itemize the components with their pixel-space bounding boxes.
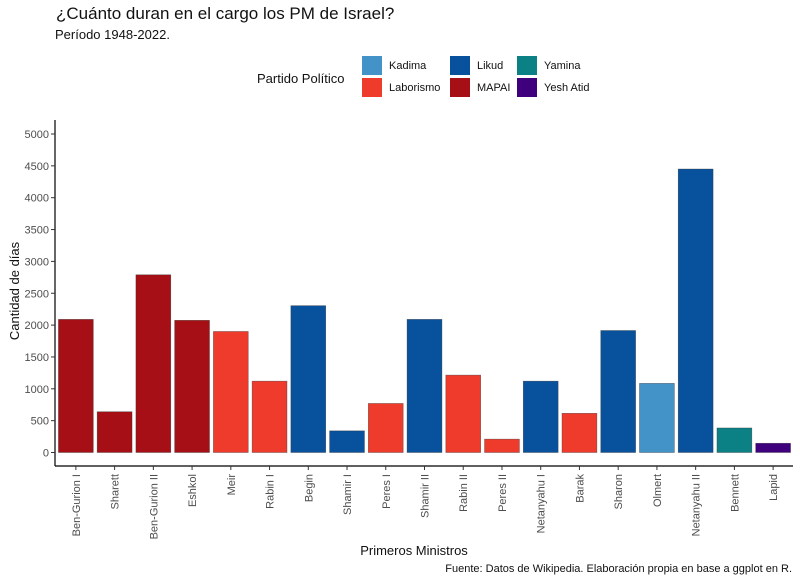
bar-ben-gurion-i: [58, 319, 94, 453]
x-tick-label: Rabin I: [265, 474, 277, 509]
bar-sharon: [600, 330, 636, 453]
legend-item-yamina: Yamina: [517, 56, 580, 75]
x-tick-label: Sharon: [613, 474, 625, 509]
legend-swatch: [517, 78, 537, 97]
bar-eshkol: [174, 320, 210, 453]
chart-caption: Fuente: Datos de Wikipedia. Elaboración …: [445, 563, 792, 575]
legend-swatch: [450, 56, 470, 75]
x-tick-label: Olmert: [652, 474, 664, 507]
bar-ben-gurion-ii: [135, 274, 172, 453]
x-tick-label: Peres I: [381, 474, 393, 509]
legend-item-kadima: Kadima: [362, 56, 426, 75]
bar-peres-ii: [484, 438, 520, 453]
legend-swatch: [517, 56, 537, 75]
legend-item-yesh-atid: Yesh Atid: [517, 78, 589, 97]
x-tick-label: Barak: [574, 474, 586, 503]
y-axis-title: Cantidad de días: [7, 241, 22, 340]
bar-meir: [213, 331, 249, 453]
bar-rabin-ii: [445, 374, 481, 453]
x-tick-label: Netanyahu I: [536, 474, 548, 533]
bar-netanyahu-ii: [677, 168, 714, 453]
legend-label: Kadima: [389, 59, 427, 72]
bar-peres-i: [368, 403, 404, 453]
x-tick-label: Sharett: [110, 474, 122, 509]
y-tick-label: 5000: [25, 129, 49, 141]
legend-label: Likud: [477, 59, 504, 72]
bar-rabin-i: [251, 380, 288, 453]
legend-item-likud: Likud: [450, 56, 503, 75]
chart-title: ¿Cuánto duran en el cargo los PM de Isra…: [56, 4, 395, 23]
y-tick-label: 3000: [25, 256, 49, 268]
x-tick-label: Netanyahu II: [691, 474, 703, 536]
legend-label: Yamina: [544, 59, 581, 72]
x-tick-label: Bennett: [729, 474, 741, 512]
y-tick-label: 500: [31, 416, 49, 428]
bar-lapid: [755, 442, 791, 453]
legend-swatch: [450, 78, 470, 97]
bar-sharett: [96, 411, 133, 453]
legend-label: MAPAI: [477, 81, 511, 94]
y-tick-label: 2500: [25, 288, 49, 300]
bar-shamir-i: [329, 430, 365, 453]
bar-shamir-ii: [406, 319, 443, 453]
x-tick-label: Shamir II: [420, 474, 432, 518]
y-tick-label: 4500: [25, 161, 49, 173]
legend-item-laborismo: Laborismo: [362, 78, 440, 97]
chart-subtitle: Período 1948-2022.: [55, 27, 170, 42]
x-tick-label: Begin: [303, 474, 315, 502]
x-tick-label: Peres II: [497, 474, 509, 512]
y-tick-label: 1500: [25, 352, 49, 364]
y-tick-label: 2000: [25, 320, 49, 332]
x-tick-label: Ben-Gurion I: [71, 474, 83, 536]
x-axis-title: Primeros Ministros: [360, 543, 468, 558]
legend-label: Laborismo: [389, 81, 441, 94]
x-tick-label: Ben-Gurion II: [148, 474, 160, 539]
legend-title: Partido Político: [257, 71, 345, 86]
legend-item-mapai: MAPAI: [450, 78, 510, 97]
y-tick-label: 3500: [25, 225, 49, 237]
x-tick-label: Lapid: [768, 474, 780, 501]
legend-swatch: [362, 78, 382, 97]
x-tick-label: Shamir I: [342, 474, 354, 515]
bar-netanyahu-i: [522, 380, 559, 453]
x-tick-label: Eshkol: [187, 474, 199, 507]
bar-barak: [561, 413, 598, 453]
y-tick-label: 1000: [25, 384, 49, 396]
legend-swatch: [362, 56, 382, 75]
bar-begin: [290, 305, 327, 453]
y-tick-label: 0: [43, 448, 49, 460]
legend-label: Yesh Atid: [544, 81, 590, 94]
bar-olmert: [639, 383, 675, 453]
y-tick-label: 4000: [25, 193, 49, 205]
x-tick-label: Meir: [226, 474, 238, 496]
bar-bennett: [716, 427, 753, 453]
x-tick-label: Rabin II: [458, 474, 470, 512]
